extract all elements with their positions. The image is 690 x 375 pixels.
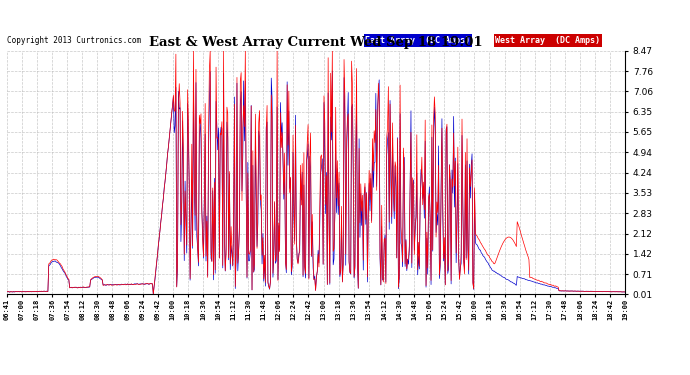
Text: West Array  (DC Amps): West Array (DC Amps) (495, 36, 600, 45)
Title: East & West Array Current Wed Sep 18 19:01: East & West Array Current Wed Sep 18 19:… (149, 36, 483, 50)
Text: Copyright 2013 Curtronics.com: Copyright 2013 Curtronics.com (7, 36, 141, 45)
Text: East Array  (DC Amps): East Array (DC Amps) (366, 36, 471, 45)
